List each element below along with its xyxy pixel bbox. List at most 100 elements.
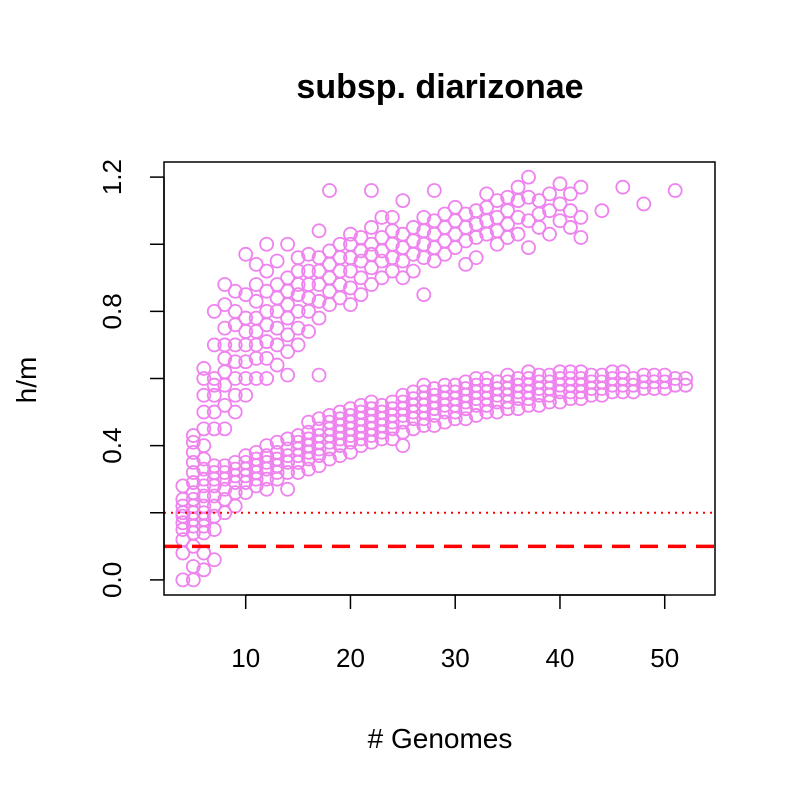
data-point bbox=[405, 391, 421, 407]
y-tick-label: 0.4 bbox=[97, 428, 127, 464]
data-point bbox=[384, 431, 400, 447]
data-point bbox=[395, 193, 411, 209]
data-point bbox=[343, 297, 358, 313]
data-point bbox=[542, 186, 557, 202]
data-point bbox=[563, 220, 578, 235]
data-point bbox=[280, 441, 296, 457]
data-point bbox=[196, 438, 212, 454]
data-point bbox=[552, 213, 568, 229]
data-point bbox=[259, 438, 275, 454]
data-point bbox=[280, 431, 296, 447]
data-point bbox=[227, 498, 243, 514]
data-point bbox=[604, 371, 620, 386]
data-point bbox=[206, 387, 222, 403]
data-point bbox=[343, 401, 358, 417]
data-point bbox=[353, 230, 369, 245]
data-point bbox=[185, 491, 201, 507]
data-point bbox=[552, 394, 568, 410]
data-point bbox=[646, 374, 662, 390]
data-point bbox=[636, 367, 652, 383]
data-point bbox=[301, 263, 316, 279]
data-point bbox=[322, 414, 337, 430]
data-point bbox=[521, 213, 536, 229]
data-point bbox=[259, 455, 275, 470]
data-point bbox=[510, 179, 526, 195]
data-point bbox=[521, 169, 536, 185]
data-point bbox=[479, 186, 495, 202]
data-point bbox=[238, 387, 254, 403]
x-axis: 10 20 30 40 50 bbox=[231, 594, 679, 673]
chart-title: subsp. diarizonae bbox=[296, 68, 583, 106]
data-point bbox=[667, 377, 683, 393]
data-point bbox=[447, 384, 463, 400]
data-point bbox=[227, 337, 243, 353]
data-point bbox=[353, 287, 369, 302]
y-axis-label: h/m bbox=[11, 357, 42, 404]
points-layer bbox=[175, 169, 694, 588]
data-point bbox=[615, 179, 631, 195]
data-point bbox=[395, 270, 411, 286]
data-point bbox=[531, 374, 547, 390]
data-point bbox=[322, 408, 337, 423]
data-point bbox=[217, 297, 233, 313]
data-point bbox=[573, 209, 589, 225]
data-point bbox=[615, 371, 631, 386]
data-point bbox=[405, 421, 421, 437]
data-point bbox=[280, 327, 296, 343]
data-point bbox=[489, 381, 505, 396]
data-point bbox=[196, 562, 212, 578]
data-point bbox=[248, 293, 264, 309]
data-point bbox=[259, 481, 275, 497]
data-point bbox=[500, 189, 515, 205]
data-point bbox=[301, 431, 316, 447]
y-axis: 0.0 0.4 0.8 1.2 bbox=[97, 159, 165, 598]
data-point bbox=[405, 384, 421, 400]
data-point bbox=[301, 246, 316, 262]
data-point bbox=[395, 394, 411, 410]
data-point bbox=[353, 253, 369, 269]
data-point bbox=[217, 397, 233, 413]
data-point bbox=[185, 428, 201, 443]
x-tick-label: 10 bbox=[231, 643, 260, 673]
data-point bbox=[206, 421, 222, 437]
data-point bbox=[248, 256, 264, 272]
data-point bbox=[217, 277, 233, 292]
data-point bbox=[185, 434, 201, 450]
data-point bbox=[353, 270, 369, 286]
data-point bbox=[227, 461, 243, 477]
data-point bbox=[196, 478, 212, 494]
data-point bbox=[426, 387, 442, 403]
data-point bbox=[364, 246, 379, 262]
data-point bbox=[374, 404, 390, 420]
data-point bbox=[196, 461, 212, 477]
data-point bbox=[521, 240, 536, 255]
data-point bbox=[510, 209, 526, 225]
data-point bbox=[384, 394, 400, 410]
x-tick-label: 50 bbox=[650, 643, 679, 673]
data-point bbox=[217, 465, 233, 480]
data-point bbox=[364, 394, 379, 410]
data-point bbox=[531, 193, 547, 209]
data-point bbox=[206, 404, 222, 420]
data-point bbox=[238, 485, 254, 501]
data-point bbox=[573, 364, 589, 380]
data-point bbox=[468, 408, 484, 423]
data-point bbox=[290, 337, 306, 353]
x-axis-label: # Genomes bbox=[368, 723, 513, 754]
data-point bbox=[217, 458, 233, 474]
data-point bbox=[185, 559, 201, 574]
data-point bbox=[343, 280, 358, 296]
data-point bbox=[185, 455, 201, 470]
data-point bbox=[594, 374, 610, 390]
data-point bbox=[395, 387, 411, 403]
data-point bbox=[416, 384, 432, 400]
data-point bbox=[447, 199, 463, 215]
data-point bbox=[458, 374, 474, 390]
data-point bbox=[238, 371, 254, 386]
data-point bbox=[489, 193, 505, 209]
data-point bbox=[437, 414, 453, 430]
data-point bbox=[196, 505, 212, 521]
data-point bbox=[489, 404, 505, 420]
data-point bbox=[489, 374, 505, 390]
